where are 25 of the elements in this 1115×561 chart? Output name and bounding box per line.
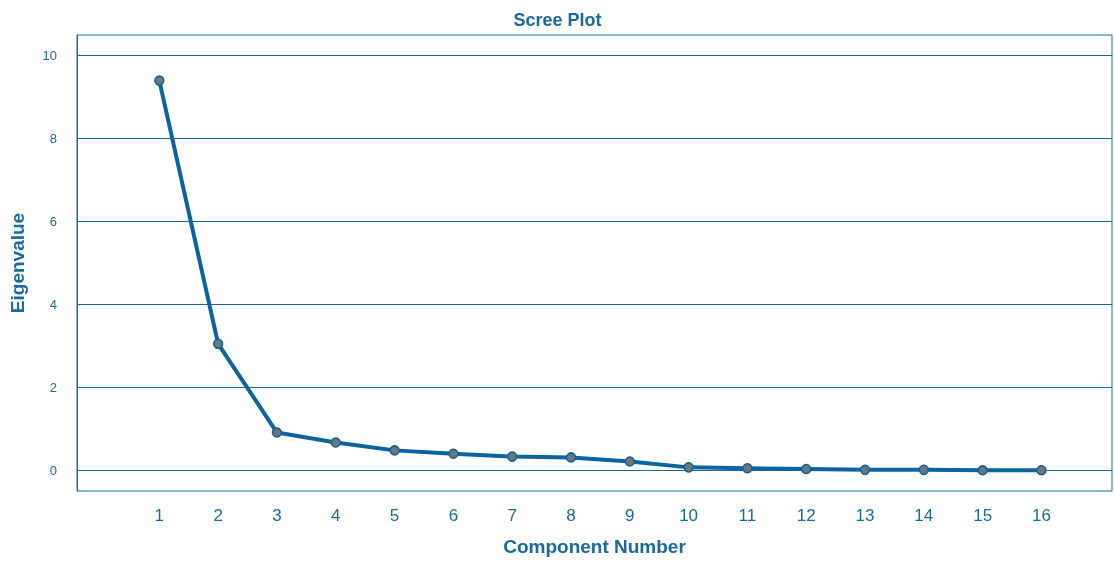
y-tick-label: 6 bbox=[49, 214, 57, 230]
x-tick-label: 10 bbox=[679, 506, 699, 525]
x-tick-label: 13 bbox=[855, 506, 875, 525]
x-tick-label: 8 bbox=[566, 506, 576, 525]
x-tick-label: 9 bbox=[625, 506, 635, 525]
y-tick-label: 2 bbox=[49, 379, 57, 395]
x-tick-label: 16 bbox=[1031, 506, 1051, 525]
x-tick-label: 11 bbox=[738, 506, 757, 525]
x-axis-title: Component Number bbox=[503, 536, 687, 557]
y-tick-label: 8 bbox=[49, 131, 57, 147]
x-tick-label: 5 bbox=[389, 506, 400, 525]
x-tick-label: 12 bbox=[796, 506, 816, 525]
y-tick-label: 10 bbox=[42, 48, 57, 64]
y-tick-label: 0 bbox=[49, 462, 57, 478]
x-tick-label: 15 bbox=[973, 506, 993, 525]
y-tick-label: 4 bbox=[49, 296, 57, 312]
y-axis-title: Eigenvalue bbox=[7, 212, 28, 314]
chart-title: Scree Plot bbox=[513, 10, 602, 30]
x-tick-label: 6 bbox=[448, 506, 459, 525]
x-tick-label: 4 bbox=[331, 506, 341, 525]
x-tick-label: 3 bbox=[272, 506, 282, 525]
x-tick-label: 14 bbox=[914, 506, 934, 525]
x-tick-label: 2 bbox=[213, 506, 223, 525]
x-tick-label: 1 bbox=[154, 506, 165, 525]
x-tick-label: 7 bbox=[507, 506, 517, 525]
